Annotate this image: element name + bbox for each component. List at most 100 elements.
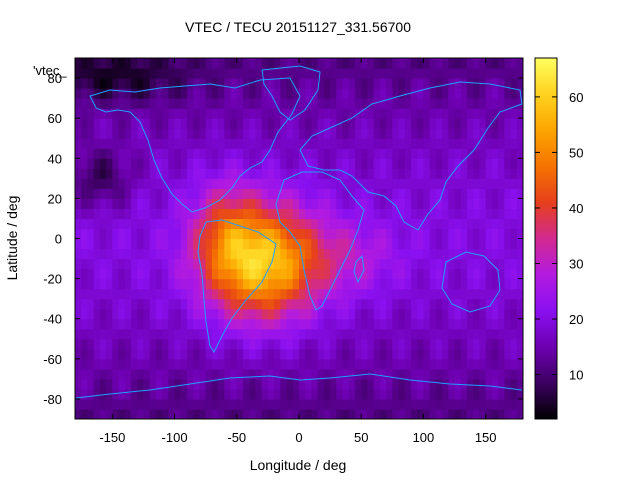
heatmap-cell [255, 88, 263, 99]
heatmap-cell [348, 388, 356, 400]
heatmap-cell [498, 128, 505, 139]
heatmap-cell [367, 348, 375, 360]
heatmap-cell [404, 258, 412, 270]
heatmap-cell [230, 208, 238, 220]
heatmap-cell [373, 118, 381, 129]
heatmap-cell [118, 118, 126, 129]
heatmap-cell [435, 118, 443, 129]
heatmap-cell [292, 368, 300, 380]
heatmap-cell [155, 138, 163, 149]
heatmap-cell [404, 58, 412, 69]
heatmap-cell [305, 118, 313, 129]
heatmap-cell [467, 328, 474, 340]
heatmap-cell [473, 408, 481, 419]
heatmap-cell [342, 218, 350, 230]
heatmap-cell [398, 348, 406, 360]
heatmap-cell [404, 138, 412, 149]
heatmap-cell [236, 158, 244, 169]
heatmap-cell [355, 318, 362, 330]
heatmap-cell [361, 78, 369, 89]
heatmap-cell [137, 208, 145, 220]
heatmap-cell [454, 138, 462, 149]
heatmap-cell [348, 248, 356, 260]
heatmap-cell [299, 408, 306, 419]
heatmap-cell [255, 78, 263, 89]
heatmap-cell [106, 308, 113, 320]
heatmap-cell [317, 128, 325, 139]
heatmap-cell [404, 68, 412, 79]
heatmap-cell [218, 58, 225, 69]
heatmap-cell [180, 188, 188, 199]
heatmap-cell [442, 348, 449, 360]
x-tick-label: -150 [99, 430, 125, 445]
heatmap-cell [267, 88, 275, 99]
heatmap-cell [162, 378, 169, 390]
heatmap-cell [162, 308, 169, 320]
heatmap-cell [193, 398, 201, 410]
heatmap-cell [411, 208, 418, 220]
heatmap-cell [386, 368, 393, 380]
heatmap-cell [367, 278, 375, 290]
heatmap-cell [305, 388, 313, 400]
heatmap-cell [460, 368, 468, 380]
heatmap-cell [199, 298, 207, 310]
heatmap-cell [305, 188, 313, 199]
heatmap-cell [199, 408, 207, 419]
heatmap-cell [218, 308, 225, 320]
heatmap-cell [131, 198, 138, 210]
heatmap-cell [118, 368, 126, 380]
heatmap-cell [323, 58, 331, 69]
heatmap-cell [442, 78, 449, 89]
heatmap-cell [131, 308, 138, 320]
heatmap-cell [187, 248, 194, 260]
heatmap-cell [348, 188, 356, 199]
heatmap-cell [386, 268, 393, 280]
heatmap-cell [510, 308, 518, 320]
heatmap-cell [386, 168, 393, 179]
heatmap-cell [491, 148, 499, 159]
heatmap-cell [211, 128, 219, 139]
heatmap-cell [311, 208, 319, 220]
heatmap-cell [498, 258, 505, 270]
heatmap-cell [162, 328, 169, 340]
heatmap-cell [361, 138, 369, 149]
heatmap-cell [355, 238, 362, 250]
heatmap-cell [498, 188, 505, 199]
heatmap-cell [87, 238, 95, 250]
heatmap-cell [243, 308, 250, 320]
heatmap-cell [124, 108, 132, 119]
heatmap-cell [81, 268, 89, 280]
heatmap-cell [379, 158, 387, 169]
heatmap-cell [224, 408, 232, 419]
heatmap-cell [348, 58, 356, 69]
heatmap-cell [187, 238, 194, 250]
heatmap-cell [99, 238, 107, 250]
heatmap-cell [255, 138, 263, 149]
heatmap-cell [454, 158, 462, 169]
heatmap-cell [274, 148, 281, 159]
heatmap-cell [162, 288, 169, 300]
heatmap-cell [442, 388, 449, 400]
heatmap-cell [124, 318, 132, 330]
heatmap-cell [467, 338, 474, 350]
heatmap-cell [81, 188, 89, 199]
heatmap-cell [205, 208, 213, 220]
heatmap-cell [168, 88, 176, 99]
heatmap-cell [386, 138, 393, 149]
heatmap-cell [491, 338, 499, 350]
heatmap-cell [342, 178, 350, 189]
heatmap-cell [336, 228, 344, 240]
heatmap-cell [75, 118, 82, 129]
heatmap-cell [473, 168, 481, 179]
heatmap-cell [348, 408, 356, 419]
heatmap-cell [230, 118, 238, 129]
heatmap-cell [187, 348, 194, 360]
heatmap-cell [448, 158, 456, 169]
heatmap-cell [143, 188, 151, 199]
heatmap-cell [411, 308, 418, 320]
heatmap-cell [280, 258, 288, 270]
heatmap-cell [460, 348, 468, 360]
heatmap-cell [392, 358, 400, 370]
heatmap-cell [218, 138, 225, 149]
heatmap-cell [330, 218, 337, 230]
